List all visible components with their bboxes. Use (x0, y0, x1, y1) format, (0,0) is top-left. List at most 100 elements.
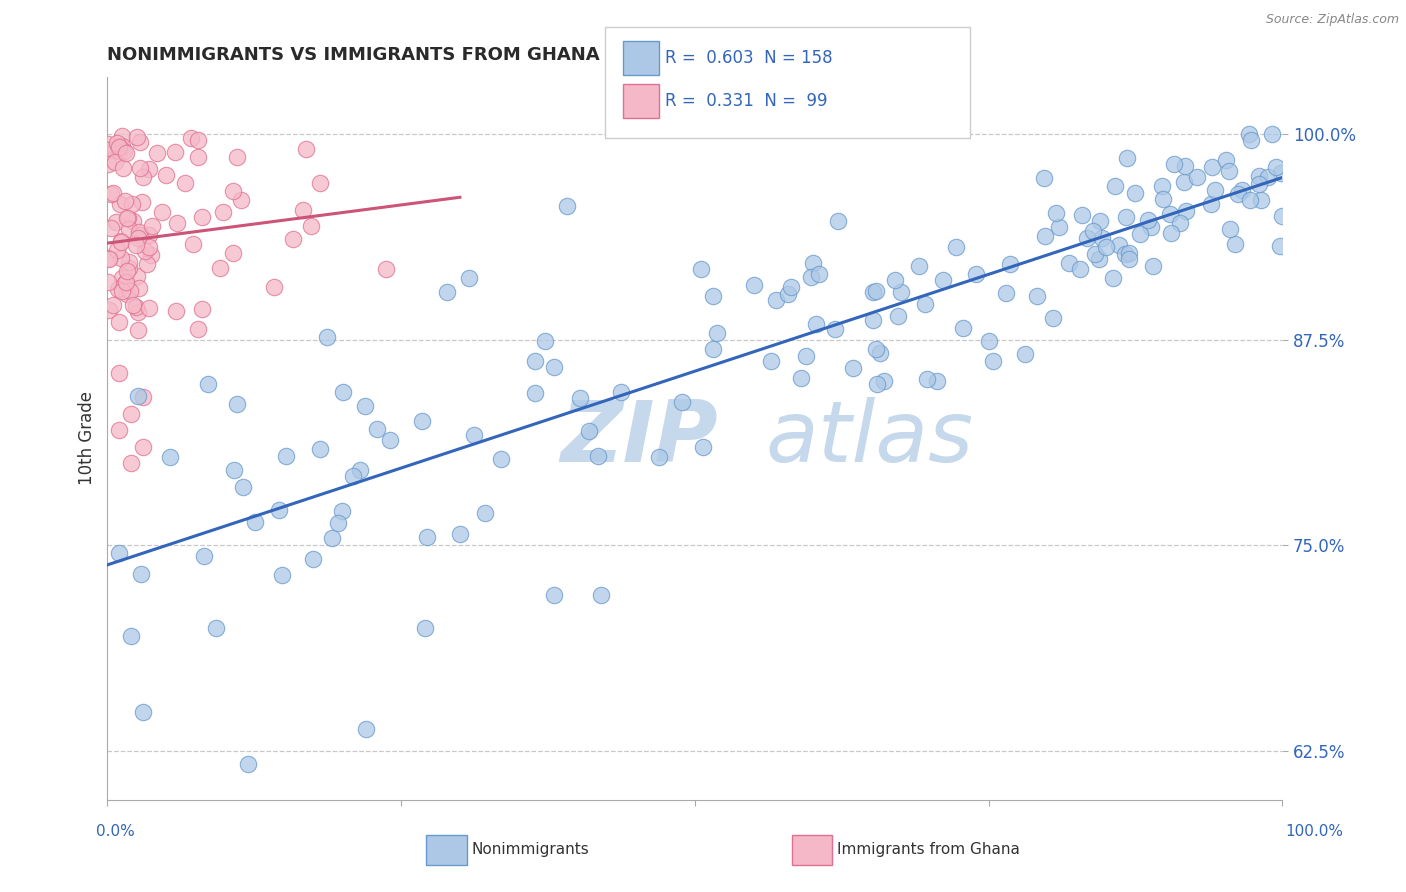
Point (124, 300, 146, 314)
Point (125, 238, 148, 252)
Point (138, 162, 160, 177)
Point (117, 211, 139, 226)
Point (589, 588, 612, 602)
Point (97, 143, 120, 157)
Point (121, 197, 143, 211)
Point (1218, 163, 1240, 178)
Point (1271, 209, 1294, 223)
Point (1033, 170, 1056, 185)
Point (165, 304, 187, 318)
Point (804, 318, 827, 332)
Point (1091, 230, 1114, 244)
Point (1270, 166, 1292, 180)
Point (131, 169, 153, 184)
Point (827, 214, 849, 228)
Point (790, 371, 813, 385)
Point (908, 259, 931, 273)
Point (129, 228, 152, 243)
Point (706, 326, 728, 340)
Text: Nonimmigrants: Nonimmigrants (471, 842, 589, 856)
Point (146, 146, 169, 161)
Point (159, 450, 181, 464)
Point (1150, 178, 1173, 193)
Point (1240, 133, 1263, 147)
Point (141, 219, 163, 234)
Point (111, 138, 134, 153)
Point (118, 284, 141, 298)
Point (977, 334, 1000, 348)
Text: Immigrants from Ghana: Immigrants from Ghana (837, 842, 1019, 856)
Point (1174, 204, 1197, 219)
Point (111, 128, 134, 143)
Point (692, 441, 714, 455)
Point (945, 240, 967, 254)
Point (181, 236, 204, 251)
Point (238, 756, 260, 771)
Point (1152, 192, 1174, 206)
Point (780, 279, 803, 293)
Point (97, 303, 120, 318)
Point (915, 372, 938, 386)
Point (179, 131, 201, 145)
Point (120, 407, 142, 421)
Point (283, 232, 305, 246)
Point (108, 197, 131, 211)
Point (127, 323, 149, 337)
Point (120, 456, 142, 470)
Point (1114, 246, 1136, 260)
Point (269, 503, 291, 517)
Point (1047, 219, 1070, 234)
Point (865, 343, 887, 357)
Point (97, 275, 120, 289)
Point (321, 531, 343, 545)
Text: 0.0%: 0.0% (96, 824, 135, 838)
Point (1239, 193, 1261, 207)
Point (436, 285, 458, 299)
Point (1187, 169, 1209, 184)
Point (118, 222, 141, 236)
Point (342, 469, 364, 483)
Point (702, 342, 724, 356)
Point (108, 315, 131, 329)
Point (1261, 128, 1284, 142)
Point (204, 621, 226, 635)
Point (555, 199, 578, 213)
Point (927, 375, 949, 389)
Point (108, 423, 131, 437)
Point (778, 287, 800, 301)
Point (138, 301, 160, 316)
Point (135, 257, 157, 271)
Point (586, 449, 609, 463)
Point (1042, 311, 1064, 326)
Point (411, 414, 433, 428)
Point (115, 211, 138, 225)
Point (110, 235, 132, 249)
Point (243, 515, 266, 529)
Point (226, 150, 249, 164)
Point (1268, 239, 1291, 253)
Point (1227, 187, 1250, 202)
Point (330, 503, 353, 517)
Point (110, 285, 132, 299)
Point (671, 394, 693, 409)
Point (308, 177, 330, 191)
Point (131, 195, 153, 210)
Point (129, 566, 152, 581)
Point (1159, 207, 1181, 221)
Point (108, 366, 131, 380)
Point (1076, 231, 1098, 245)
Point (1102, 270, 1125, 285)
Point (1084, 247, 1107, 261)
Point (1136, 213, 1159, 227)
Point (765, 293, 787, 308)
Point (187, 322, 209, 336)
Point (801, 256, 824, 270)
Point (869, 346, 891, 360)
Point (1247, 178, 1270, 192)
Text: R =  0.331  N =  99: R = 0.331 N = 99 (665, 92, 828, 110)
Point (129, 135, 152, 149)
Point (1118, 252, 1140, 266)
Point (163, 145, 186, 159)
Point (128, 280, 150, 294)
Point (523, 385, 546, 400)
